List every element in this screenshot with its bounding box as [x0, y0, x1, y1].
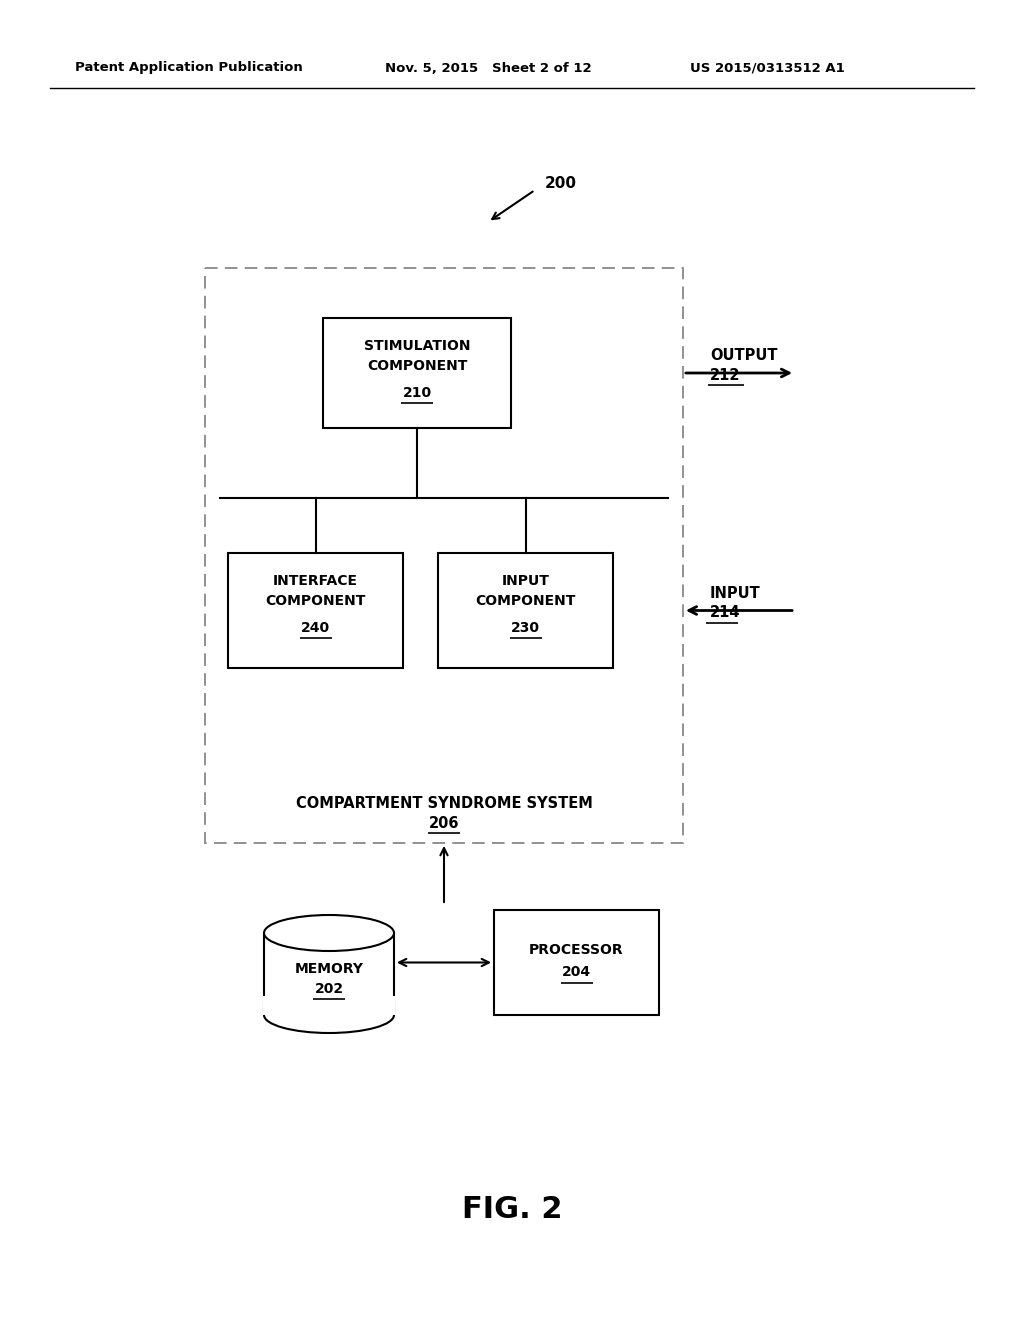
Bar — [228, 553, 403, 668]
Text: COMPONENT: COMPONENT — [367, 359, 467, 374]
Bar — [323, 318, 511, 428]
Text: MEMORY: MEMORY — [295, 962, 364, 975]
Text: 204: 204 — [562, 965, 591, 979]
Text: COMPONENT: COMPONENT — [475, 594, 575, 609]
Text: 202: 202 — [314, 982, 344, 997]
Text: Nov. 5, 2015   Sheet 2 of 12: Nov. 5, 2015 Sheet 2 of 12 — [385, 62, 592, 74]
Text: COMPARTMENT SYNDROME SYSTEM: COMPARTMENT SYNDROME SYSTEM — [296, 796, 593, 810]
Text: PROCESSOR: PROCESSOR — [529, 944, 624, 957]
Bar — [494, 909, 659, 1015]
Text: 230: 230 — [511, 620, 540, 635]
Text: US 2015/0313512 A1: US 2015/0313512 A1 — [690, 62, 845, 74]
Text: INTERFACE: INTERFACE — [273, 574, 358, 587]
Text: 210: 210 — [402, 385, 431, 400]
Text: Patent Application Publication: Patent Application Publication — [75, 62, 303, 74]
Text: 206: 206 — [429, 816, 459, 830]
Text: INPUT: INPUT — [710, 586, 761, 601]
Bar — [263, 997, 395, 1015]
Text: INPUT: INPUT — [502, 574, 550, 587]
Text: 200: 200 — [545, 176, 577, 190]
Bar — [438, 553, 613, 668]
Text: 240: 240 — [301, 620, 330, 635]
Text: FIG. 2: FIG. 2 — [462, 1196, 562, 1225]
Ellipse shape — [264, 915, 394, 950]
Text: 212: 212 — [710, 367, 740, 383]
Text: STIMULATION: STIMULATION — [364, 339, 470, 352]
Text: OUTPUT: OUTPUT — [710, 348, 777, 363]
Text: COMPONENT: COMPONENT — [265, 594, 366, 609]
Ellipse shape — [264, 997, 394, 1034]
Text: 214: 214 — [710, 605, 740, 620]
